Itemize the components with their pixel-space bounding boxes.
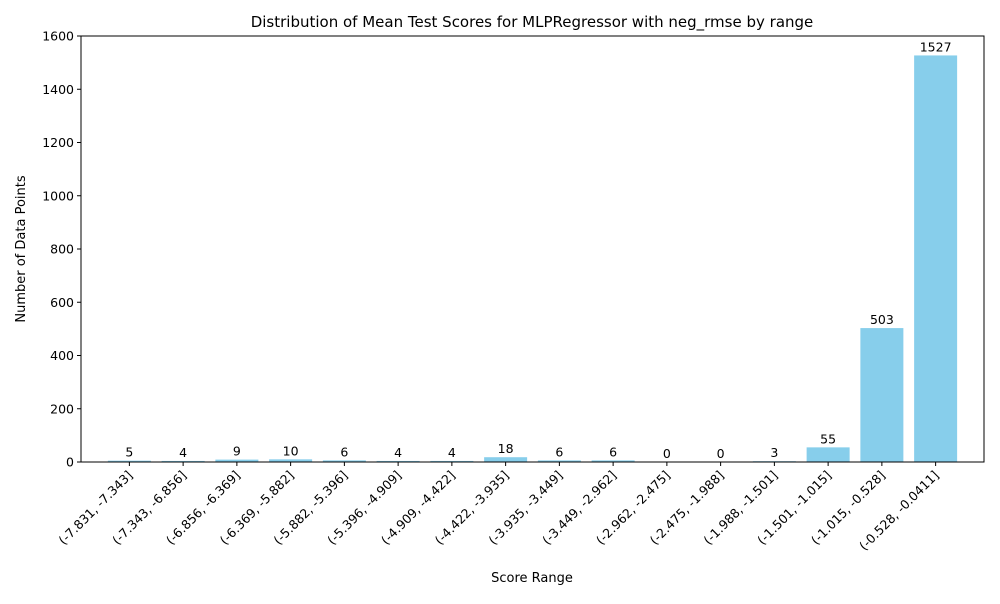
x-axis-ticks: (-7.831, -7.343](-7.343, -6.856](-6.856,… bbox=[55, 462, 942, 553]
bar-value-label: 4 bbox=[394, 445, 402, 460]
bar-value-label: 9 bbox=[233, 444, 241, 459]
bar-value-label: 4 bbox=[448, 445, 456, 460]
y-tick-label: 1000 bbox=[42, 188, 74, 203]
bar bbox=[161, 460, 205, 462]
bar-value-label: 0 bbox=[717, 446, 725, 461]
y-tick-label: 0 bbox=[66, 455, 74, 470]
bar bbox=[591, 460, 635, 462]
bar-value-label: 0 bbox=[663, 446, 671, 461]
bar bbox=[107, 460, 151, 462]
bar bbox=[914, 55, 958, 462]
bar-value-label: 4 bbox=[179, 445, 187, 460]
bar-value-label: 6 bbox=[340, 444, 348, 459]
y-axis-ticks: 0 200 400 600 800 1000 1200 1400 1600 bbox=[42, 29, 81, 470]
bar bbox=[860, 328, 904, 462]
bar bbox=[376, 460, 420, 462]
bar bbox=[215, 459, 259, 462]
x-axis-label: Score Range bbox=[491, 571, 573, 586]
y-tick-label: 600 bbox=[50, 295, 74, 310]
bar-value-label: 5 bbox=[125, 445, 133, 460]
y-tick-label: 800 bbox=[50, 242, 74, 257]
bar bbox=[430, 460, 474, 462]
y-axis-label: Number of Data Points bbox=[14, 175, 29, 322]
bar-value-label: 10 bbox=[283, 443, 299, 458]
bar-value-label: 55 bbox=[820, 431, 836, 446]
bar-value-label: 6 bbox=[555, 444, 563, 459]
bar bbox=[484, 457, 528, 462]
y-tick-label: 200 bbox=[50, 401, 74, 416]
bar-value-label: 18 bbox=[498, 441, 514, 456]
bar-value-label: 6 bbox=[609, 444, 617, 459]
chart-title: Distribution of Mean Test Scores for MLP… bbox=[251, 13, 814, 32]
bar bbox=[806, 447, 850, 462]
bar-value-labels: 5 4 9 10 6 4 4 18 6 6 0 0 3 55 503 1527 bbox=[125, 39, 951, 461]
bar-value-label: 3 bbox=[770, 445, 778, 460]
bar bbox=[269, 459, 313, 462]
bar-value-label: 503 bbox=[870, 312, 894, 327]
plot-frame bbox=[80, 35, 985, 463]
bars-group bbox=[107, 55, 958, 462]
y-tick-label: 1600 bbox=[42, 29, 74, 44]
bar bbox=[537, 460, 581, 462]
y-tick-label: 1200 bbox=[42, 135, 74, 150]
bar bbox=[322, 460, 366, 462]
y-tick-label: 1400 bbox=[42, 82, 74, 97]
y-tick-label: 400 bbox=[50, 348, 74, 363]
bar-value-label: 1527 bbox=[920, 39, 952, 54]
